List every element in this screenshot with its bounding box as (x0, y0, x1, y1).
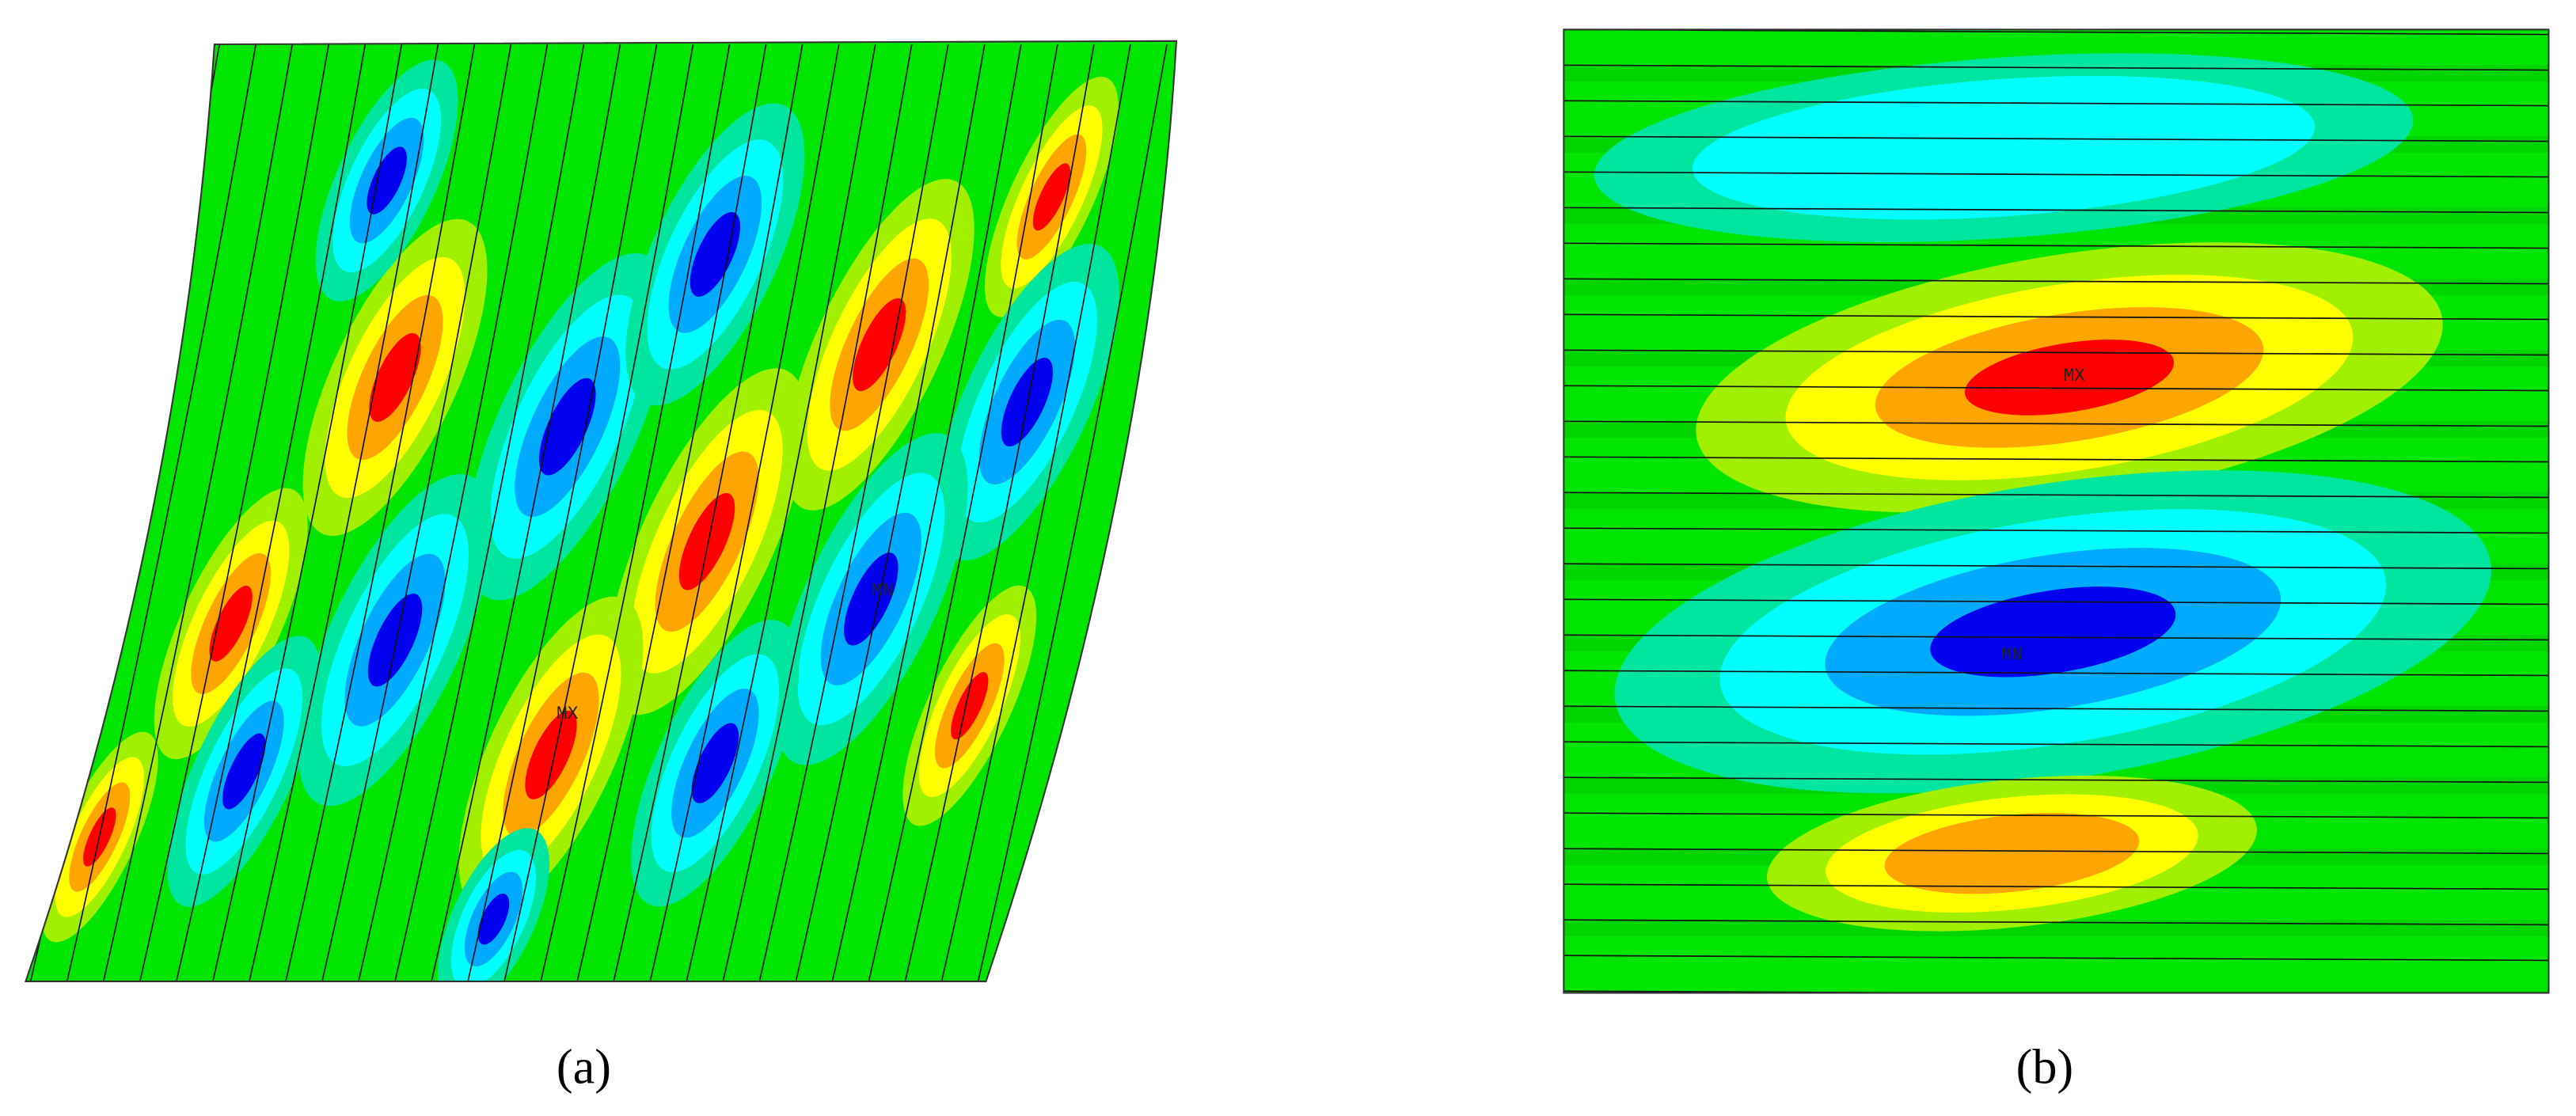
panel-outline (25, 40, 1178, 983)
mesh-line (722, 44, 913, 981)
mesh-line (249, 44, 439, 981)
mesh-line (1563, 990, 2057, 993)
mesh-line (868, 44, 1058, 981)
mesh-line (1563, 278, 2549, 285)
mesh-line (1563, 848, 2549, 855)
min-marker: MN (2001, 645, 2023, 666)
mesh-line (66, 44, 256, 981)
contour-band (222, 733, 266, 810)
mesh-line (977, 44, 1168, 981)
contour-band (1032, 163, 1071, 231)
mesh-line (358, 44, 549, 981)
contour-band (538, 378, 596, 476)
panel-outline (1563, 28, 2550, 994)
mesh-line (1563, 349, 2549, 356)
mesh-line (1563, 100, 2549, 107)
mesh-line (1563, 563, 2549, 570)
stripe (1563, 991, 2549, 993)
contour-band (853, 298, 906, 392)
mesh-line (1563, 64, 2549, 71)
mesh-line (1563, 955, 2549, 962)
mesh-line (1563, 741, 2549, 748)
contour-band (678, 492, 735, 590)
contour-plot-a (25, 40, 1177, 981)
contour-band (844, 552, 899, 646)
mesh-line (1563, 171, 2549, 178)
mesh-line (1563, 705, 2549, 712)
max-marker: MX (557, 704, 579, 724)
contour-band (209, 586, 253, 662)
mesh-line (102, 44, 294, 981)
contour-band (1693, 75, 2316, 220)
contour-band (1001, 357, 1053, 447)
max-marker: MX (2064, 366, 2086, 386)
mesh-line (1563, 135, 2549, 142)
mesh-line (431, 44, 621, 981)
mesh-line (1563, 634, 2549, 641)
mesh-line (1563, 492, 2549, 499)
mesh-line (1563, 776, 2549, 784)
mesh-line (503, 44, 694, 981)
contour-band (1884, 813, 2140, 894)
mesh-line (940, 44, 1131, 981)
mesh-line (139, 44, 330, 981)
contour-band (477, 894, 510, 945)
mesh-line (576, 44, 767, 981)
mesh-line (1563, 207, 2549, 214)
mesh-line (1563, 385, 2549, 392)
mesh-line (831, 44, 1022, 981)
mesh-line (649, 44, 840, 981)
mesh-line (394, 44, 585, 981)
mesh-line (1563, 670, 2549, 677)
mesh-line (321, 44, 512, 981)
mesh-line (1563, 919, 2549, 926)
mesh-line (1563, 420, 2549, 427)
contour-band (367, 593, 423, 687)
mesh-line (540, 44, 731, 981)
mesh-line (467, 44, 658, 981)
contour-band (1930, 586, 2176, 678)
contour-band (525, 710, 577, 799)
mesh-line (904, 44, 1095, 981)
mesh-line (1563, 527, 2549, 534)
mesh-line (1563, 313, 2549, 321)
contour-band (690, 211, 740, 297)
mesh-line (613, 44, 804, 981)
mesh-line (1563, 242, 2549, 249)
mesh-line (285, 44, 476, 981)
min-marker: MN (872, 581, 893, 602)
mesh-line (686, 44, 876, 981)
contour-band (1964, 340, 2175, 416)
mesh-line (212, 44, 403, 981)
mesh-line (1563, 812, 2549, 819)
mesh-line (1563, 598, 2549, 605)
mesh-line (175, 44, 367, 981)
panel-label: (a) (557, 1041, 611, 1095)
panel-label: (b) (2016, 1041, 2074, 1095)
mesh-line (758, 44, 949, 981)
contour-band (691, 723, 739, 803)
contour-band (369, 332, 421, 422)
mesh-line (1563, 456, 2549, 463)
contour-plot-b (1563, 29, 2549, 993)
contour-band (367, 146, 407, 214)
mesh-line (795, 44, 986, 981)
contour-band (951, 672, 989, 740)
mesh-line (1563, 883, 2549, 890)
